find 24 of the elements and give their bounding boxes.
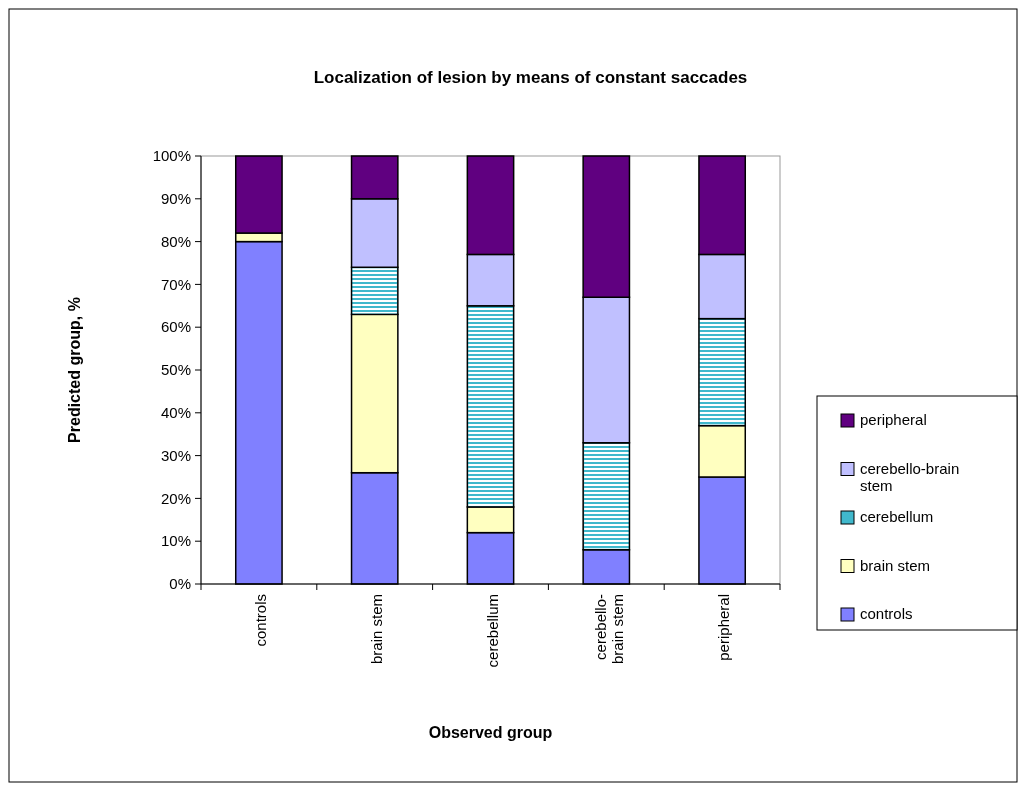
legend-label: cerebello-brain stem	[860, 459, 960, 494]
legend-label: brain stem	[860, 556, 931, 574]
chart-title: Localization of lesion by means of constant saccades	[313, 68, 748, 87]
legend-label: peripheral	[860, 411, 927, 429]
y-tick-label: 70%	[160, 275, 191, 293]
y-tick-label: 0%	[169, 575, 191, 593]
x-tick-label: controls	[252, 594, 270, 647]
y-tick-label: 20%	[160, 489, 191, 507]
y-tick-label: 40%	[160, 404, 191, 422]
y-tick-label: 80%	[160, 232, 191, 250]
x-tick-label: cerebellum	[483, 594, 501, 668]
y-tick-label: 30%	[160, 446, 191, 464]
x-axis-title: Observed group	[428, 724, 553, 741]
y-axis-title: Predicted group, %	[66, 297, 83, 443]
y-tick-label: 50%	[160, 361, 191, 379]
x-tick-label: brain stem	[367, 594, 385, 665]
y-tick-label: 100%	[152, 147, 191, 165]
legend-label: controls	[860, 605, 913, 623]
legend-label: cerebellum	[860, 508, 934, 526]
x-tick-label: peripheral	[715, 594, 733, 661]
y-tick-label: 90%	[160, 190, 191, 208]
x-tick-label: cerebello-brain stem	[592, 594, 627, 665]
y-tick-label: 60%	[160, 318, 191, 336]
y-tick-label: 10%	[160, 532, 191, 550]
